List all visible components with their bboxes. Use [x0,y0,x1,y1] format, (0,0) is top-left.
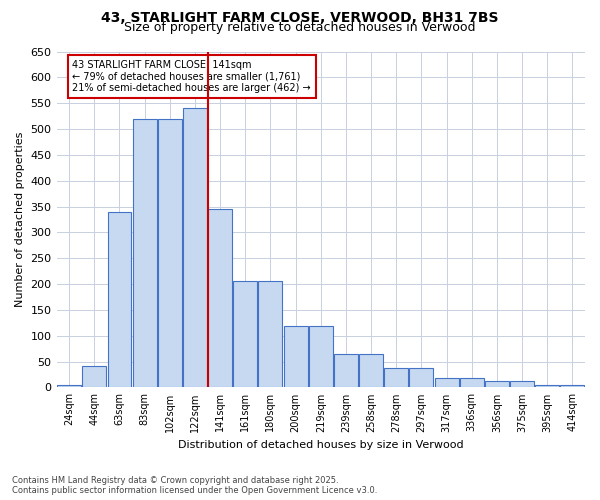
Y-axis label: Number of detached properties: Number of detached properties [15,132,25,307]
Bar [510,381,534,388]
Bar [158,118,182,388]
Bar [208,209,232,388]
Bar [485,381,509,388]
Bar [434,378,458,388]
Bar [385,368,408,388]
Text: Contains HM Land Registry data © Crown copyright and database right 2025.
Contai: Contains HM Land Registry data © Crown c… [12,476,377,495]
Text: 43, STARLIGHT FARM CLOSE, VERWOOD, BH31 7BS: 43, STARLIGHT FARM CLOSE, VERWOOD, BH31 … [101,11,499,25]
Bar [460,378,484,388]
X-axis label: Distribution of detached houses by size in Verwood: Distribution of detached houses by size … [178,440,464,450]
Bar [535,385,559,388]
Bar [82,366,106,388]
Bar [183,108,207,388]
Bar [309,326,333,388]
Bar [560,385,584,388]
Bar [409,368,433,388]
Bar [107,212,131,388]
Bar [284,326,308,388]
Bar [233,282,257,388]
Bar [359,354,383,388]
Bar [334,354,358,388]
Bar [57,385,81,388]
Bar [259,282,283,388]
Bar [133,118,157,388]
Text: Size of property relative to detached houses in Verwood: Size of property relative to detached ho… [124,22,476,35]
Text: 43 STARLIGHT FARM CLOSE: 141sqm
← 79% of detached houses are smaller (1,761)
21%: 43 STARLIGHT FARM CLOSE: 141sqm ← 79% of… [73,60,311,93]
